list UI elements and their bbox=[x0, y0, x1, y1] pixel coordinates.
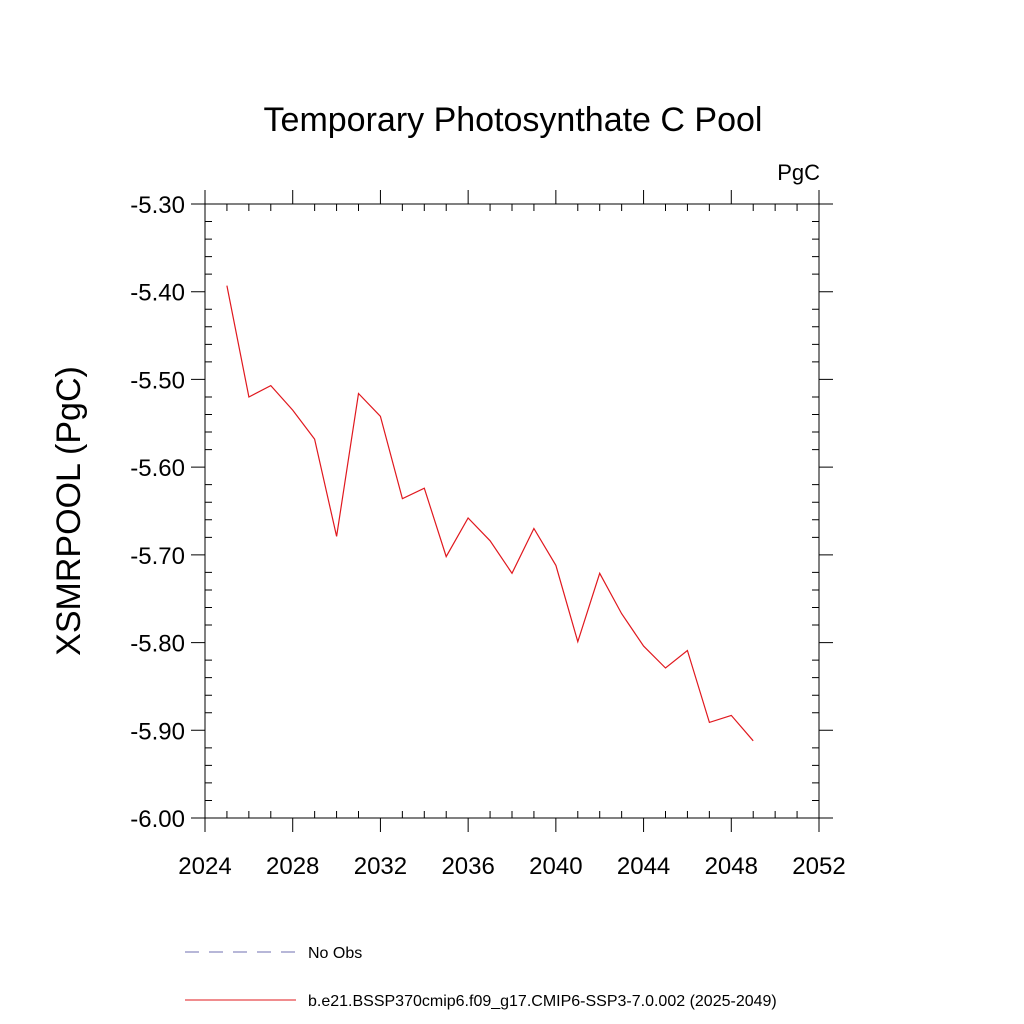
legend: No Obs b.e21.BSSP370cmip6.f09_g17.CMIP6-S… bbox=[185, 945, 777, 1010]
plot-frame bbox=[204, 203, 820, 819]
y-tick-label: -5.60 bbox=[130, 455, 185, 482]
x-tick-label: 2032 bbox=[354, 853, 407, 880]
x-tick-label: 2028 bbox=[266, 853, 319, 880]
legend-label: b.e21.BSSP370cmip6.f09_g17.CMIP6-SSP3-7.… bbox=[308, 993, 777, 1010]
x-tick-label: 2036 bbox=[441, 853, 494, 880]
y-tick-label: -5.90 bbox=[130, 718, 185, 745]
x-tick-label: 2024 bbox=[178, 853, 231, 880]
y-tick-label: -5.50 bbox=[130, 367, 185, 394]
y-tick-label: -6.00 bbox=[130, 806, 185, 833]
axis-tick-labels: 2024 2028 2032 2036 2040 2044 2048 2052 -6.00 -5.… bbox=[130, 192, 845, 880]
chart-title: Temporary Photosynthate C Pool bbox=[264, 101, 763, 139]
legend-label: No Obs bbox=[308, 945, 362, 962]
y-tick-label: -5.40 bbox=[130, 280, 185, 307]
series-line-1 bbox=[226, 285, 754, 742]
series-lines bbox=[226, 285, 754, 742]
x-tick-label: 2052 bbox=[792, 853, 845, 880]
x-tick-label: 2040 bbox=[529, 853, 582, 880]
axis-ticks bbox=[191, 190, 833, 832]
units-label: PgC bbox=[777, 160, 820, 185]
y-tick-label: -5.70 bbox=[130, 543, 185, 570]
x-tick-label: 2048 bbox=[705, 853, 758, 880]
y-tick-label: -5.80 bbox=[130, 631, 185, 658]
y-tick-label: -5.30 bbox=[130, 192, 185, 219]
y-axis-label: XSMRPOOL (PgC) bbox=[50, 366, 88, 656]
x-tick-label: 2044 bbox=[617, 853, 670, 880]
